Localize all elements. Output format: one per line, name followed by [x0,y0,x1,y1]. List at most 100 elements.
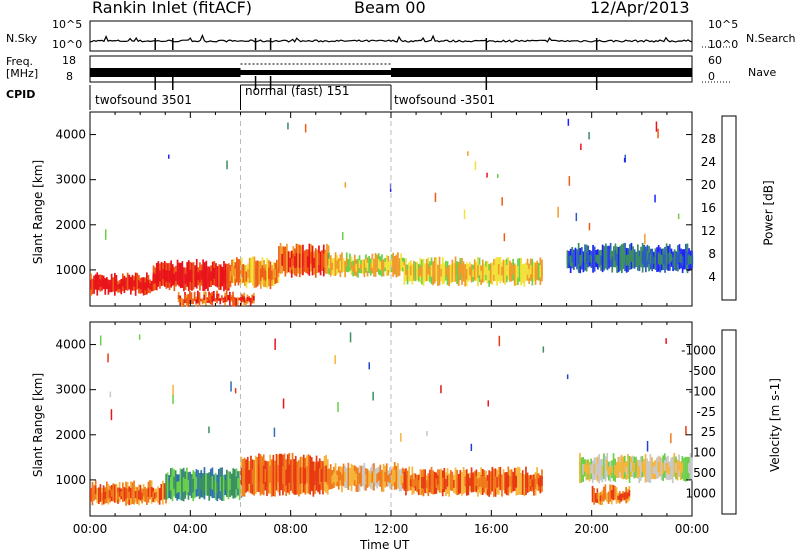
power-cell-core [213,293,215,299]
velocity-cell [208,472,211,501]
power-cell-core [213,267,216,279]
velocity-cell-core [536,473,538,484]
velocity-scatter-echo [208,426,210,434]
power-cell [374,253,377,277]
velocity-cell-core [611,465,613,474]
power-cell-core [209,296,212,302]
velocity-cell [397,463,399,489]
velocity-cell-core [306,466,308,483]
power-cell-core [539,265,542,278]
velocity-cell [99,484,102,502]
power-cell [507,257,510,281]
velocity-cell [603,453,605,480]
power-cell [368,255,370,274]
power-scatter-echo [105,229,107,240]
power-cell-core [477,265,479,278]
velocity-cell [691,457,693,481]
power-cell [593,246,596,272]
velocity-cell-core [264,468,267,483]
power-cell-core [496,265,498,278]
power-cell-core [371,259,374,268]
power-cell-core [662,254,665,264]
power-cell-core [654,254,657,264]
velocity-cell [165,473,167,500]
velocity-cell-core [591,466,594,477]
power-cell-core [667,252,670,264]
power-cell-core [175,271,177,281]
power-cell-core [131,279,134,287]
power-cell-core [577,251,580,265]
velocity-cell [202,473,204,498]
power-cell-core [377,259,380,269]
velocity-cell-core [377,472,380,481]
power-cell-core [689,255,692,265]
power-cell [120,279,123,295]
power-cell-core [664,254,666,266]
power-ytick-label: 3000 [55,173,86,187]
power-cell-core [363,264,366,273]
velocity-colorbar-frame [721,329,737,515]
power-cell [403,265,406,285]
velocity-cell-core [118,487,121,497]
power-cell-core [494,264,497,275]
velocity-cell [254,455,257,494]
power-cell-core [216,294,218,300]
power-band-1 [152,259,230,292]
power-cell-core [211,295,214,302]
velocity-cell-core [620,461,623,472]
velocity-cell-core [534,478,537,489]
velocity-cell-core [646,465,648,476]
power-cell-core [381,260,383,271]
velocity-cell-core [309,466,311,484]
velocity-cell [686,456,688,481]
velocity-cell-core [671,464,674,476]
velocity-cell-core [203,476,206,491]
velocity-cell-core [675,462,677,473]
power-cell-core [366,262,369,272]
power-scatter-echo [467,151,469,156]
velocity-cell-core [618,494,621,500]
velocity-cell-core [259,465,262,484]
velocity-cell [317,461,319,493]
velocity-cell-core [277,465,279,482]
velocity-cell-core [641,462,644,472]
power-colorbar-tick: 20 [701,178,716,192]
power-cell-core [619,252,622,264]
power-cell-core [342,261,345,268]
power-cell-core [638,256,641,266]
power-cell-core [310,251,312,264]
velocity-cell [604,484,607,500]
power-cell [324,249,327,274]
power-cell [683,249,686,270]
power-cell-core [248,297,250,301]
power-cell-core [566,255,569,264]
velocity-cell-core [109,490,111,498]
power-cell-core [641,251,644,265]
power-cell-core [627,254,630,266]
power-cell-core [237,266,240,279]
power-cell-core [208,272,211,282]
power-cell-core [449,269,452,279]
power-cell [414,261,417,282]
velocity-cell-core [214,480,217,493]
velocity-cell-core [314,470,316,485]
power-cell-core [314,256,317,270]
velocity-cell-core [531,479,534,487]
power-cell-core [531,266,534,279]
velocity-cell-core [533,480,535,490]
power-cell-core [509,266,511,276]
nsearch-tick-max: 10^5 [708,18,739,31]
velocity-cell-core [320,468,323,482]
velocity-cell-core [596,492,599,499]
velocity-cell-core [326,469,329,485]
power-cell-core [609,249,612,261]
velocity-cell-core [469,478,471,487]
power-cell-core [298,253,301,268]
velocity-cell [398,469,401,492]
power-cell-core [232,265,235,277]
power-cell-core [253,265,256,280]
power-cell-core [390,259,393,268]
power-cell-core [409,265,412,276]
velocity-cell-core [384,471,386,482]
power-cell-core [221,296,223,300]
